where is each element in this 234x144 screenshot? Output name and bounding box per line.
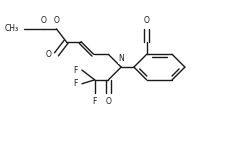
Text: F: F <box>74 79 78 88</box>
Text: F: F <box>74 66 78 75</box>
Text: O: O <box>46 50 51 59</box>
Text: O: O <box>54 16 59 25</box>
Text: N: N <box>118 54 124 63</box>
Text: F: F <box>92 96 97 106</box>
Text: CH₃: CH₃ <box>5 24 19 33</box>
Text: O: O <box>144 16 150 25</box>
Text: O: O <box>106 96 111 106</box>
Text: O: O <box>41 16 47 25</box>
